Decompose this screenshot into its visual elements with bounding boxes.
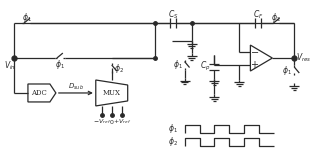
Text: $V_{in}$: $V_{in}$ xyxy=(4,60,16,72)
Text: $\phi_2$: $\phi_2$ xyxy=(114,62,124,75)
Text: $-$: $-$ xyxy=(250,47,259,56)
Text: $\phi_1$: $\phi_1$ xyxy=(22,11,32,24)
Text: $\phi_2$: $\phi_2$ xyxy=(271,11,281,24)
Text: $0$: $0$ xyxy=(109,118,115,126)
Text: $\phi_2$: $\phi_2$ xyxy=(168,135,178,148)
Text: $-V_{ref}$: $-V_{ref}$ xyxy=(93,118,111,126)
Text: $D_{sub}$: $D_{sub}$ xyxy=(68,82,84,92)
Text: $C_S$: $C_S$ xyxy=(168,9,178,21)
Text: ADC: ADC xyxy=(31,89,47,97)
Text: $\phi_1$: $\phi_1$ xyxy=(168,122,178,135)
Text: $C_F$: $C_F$ xyxy=(253,9,263,21)
Text: $C_p$: $C_p$ xyxy=(200,60,211,73)
Text: $+V_{ref}$: $+V_{ref}$ xyxy=(113,118,131,126)
Text: $V_{res}$: $V_{res}$ xyxy=(295,52,311,64)
Text: $\phi_1$: $\phi_1$ xyxy=(55,57,65,71)
Text: $+$: $+$ xyxy=(250,59,259,70)
Text: $\phi_1$: $\phi_1$ xyxy=(173,58,183,71)
Text: MUX: MUX xyxy=(103,89,121,97)
Text: $\phi_1$: $\phi_1$ xyxy=(282,64,292,76)
